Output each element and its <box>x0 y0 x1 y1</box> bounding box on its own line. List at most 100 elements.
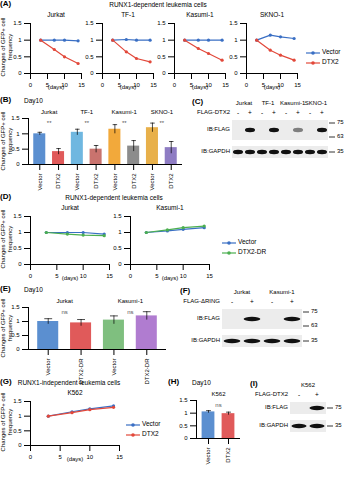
svg-text:DTX2: DTX2 <box>55 173 61 189</box>
svg-text:(days): (days) <box>120 84 137 90</box>
svg-text:K562: K562 <box>211 391 226 397</box>
svg-text:0.5: 0.5 <box>179 423 188 429</box>
svg-text:Vector: Vector <box>74 174 80 191</box>
svg-text:0: 0 <box>184 435 188 441</box>
svg-text:0: 0 <box>18 261 22 267</box>
svg-text:1: 1 <box>234 37 238 43</box>
svg-text:Vector: Vector <box>112 174 118 191</box>
svg-text:0: 0 <box>118 261 122 267</box>
svg-text:1: 1 <box>16 131 20 137</box>
svg-text:1.5: 1.5 <box>157 20 166 26</box>
svg-text:0.5: 0.5 <box>13 428 22 434</box>
svg-text:Vector: Vector <box>149 174 155 191</box>
html-text:(B): (B) <box>0 95 12 104</box>
svg-text:0: 0 <box>173 82 177 88</box>
svg-text:1: 1 <box>118 229 122 235</box>
svg-text:5: 5 <box>58 454 62 460</box>
svg-text:1.5: 1.5 <box>229 20 238 26</box>
svg-text:1: 1 <box>162 37 166 43</box>
svg-text:1.5: 1.5 <box>113 213 122 219</box>
svg-text:5: 5 <box>155 273 159 279</box>
svg-text:15: 15 <box>206 273 213 279</box>
svg-text:(days): (days) <box>162 275 179 281</box>
html-text:Changes of GFP+ cell frequency: Changes of GFP+ cell frequency <box>0 17 13 77</box>
svg-text:0: 0 <box>29 273 33 279</box>
svg-text:DTX2: DTX2 <box>131 173 137 189</box>
svg-text:**: ** <box>84 120 89 126</box>
svg-text:Vector: Vector <box>37 174 43 191</box>
svg-text:0: 0 <box>18 442 22 448</box>
svg-text:**: ** <box>160 120 165 126</box>
svg-text:0: 0 <box>18 70 22 76</box>
html-text:Changes of GFP+ cell frequency: Changes of GFP+ cell frequency <box>0 298 13 358</box>
html-text:Changes of GFP+ cell frequency: Changes of GFP+ cell frequency <box>0 209 13 269</box>
svg-text:**: ** <box>122 120 127 126</box>
svg-text:(days): (days) <box>264 84 281 90</box>
svg-text:1.5: 1.5 <box>13 20 22 26</box>
svg-text:0.5: 0.5 <box>229 54 238 60</box>
svg-text:1.5: 1.5 <box>11 115 20 121</box>
svg-text:Jurkat: Jurkat <box>56 298 73 304</box>
svg-text:0: 0 <box>245 82 249 88</box>
svg-text:1: 1 <box>18 37 22 43</box>
svg-text:0: 0 <box>29 454 33 460</box>
svg-text:1: 1 <box>16 318 20 324</box>
svg-text:15: 15 <box>106 273 113 279</box>
svg-text:ns: ns <box>215 402 221 408</box>
svg-text:ns: ns <box>61 309 67 315</box>
svg-text:0: 0 <box>16 161 20 167</box>
svg-text:Jurkat: Jurkat <box>41 109 58 115</box>
svg-text:10: 10 <box>80 273 87 279</box>
svg-text:0.5: 0.5 <box>85 54 94 60</box>
svg-text:Vector: Vector <box>205 448 211 465</box>
svg-text:1: 1 <box>18 229 22 235</box>
svg-text:1.5: 1.5 <box>179 397 188 403</box>
svg-text:0.5: 0.5 <box>13 54 22 60</box>
svg-text:Kasumi-1: Kasumi-1 <box>118 298 144 304</box>
svg-text:SKNO-1: SKNO-1 <box>151 109 174 115</box>
svg-text:15: 15 <box>294 82 301 88</box>
svg-text:Vector: Vector <box>45 359 51 376</box>
svg-text:15: 15 <box>78 82 85 88</box>
svg-text:0: 0 <box>29 82 33 88</box>
svg-text:0: 0 <box>101 82 105 88</box>
svg-text:15: 15 <box>222 82 229 88</box>
svg-text:DTX2: DTX2 <box>225 447 231 463</box>
svg-text:DTX2-DR: DTX2-DR <box>144 358 150 385</box>
svg-text:0.5: 0.5 <box>157 54 166 60</box>
svg-text:(days): (days) <box>48 84 65 90</box>
svg-text:(days): (days) <box>67 456 84 462</box>
svg-text:DTX2: DTX2 <box>93 173 99 189</box>
svg-text:Kasumi-1: Kasumi-1 <box>112 109 138 115</box>
svg-text:**: ** <box>47 120 52 126</box>
svg-text:DTX2: DTX2 <box>168 173 174 189</box>
svg-text:0: 0 <box>162 70 166 76</box>
svg-text:0: 0 <box>90 70 94 76</box>
svg-text:0: 0 <box>16 346 20 352</box>
svg-text:0.5: 0.5 <box>11 332 20 338</box>
svg-text:10: 10 <box>180 273 187 279</box>
svg-text:TF-1: TF-1 <box>80 109 93 115</box>
svg-text:1.5: 1.5 <box>11 304 20 310</box>
svg-text:1.5: 1.5 <box>13 213 22 219</box>
svg-text:15: 15 <box>150 82 157 88</box>
svg-text:0: 0 <box>234 70 238 76</box>
svg-text:(days): (days) <box>62 275 79 281</box>
svg-text:15: 15 <box>116 454 123 460</box>
svg-text:(days): (days) <box>192 84 209 90</box>
svg-text:10: 10 <box>86 454 93 460</box>
svg-text:5: 5 <box>55 273 59 279</box>
svg-text:0.5: 0.5 <box>113 245 122 251</box>
html-text:Changes of GFP+ cell frequency: Changes of GFP+ cell frequency <box>0 392 13 452</box>
svg-text:ns: ns <box>127 309 133 315</box>
svg-text:0: 0 <box>129 273 133 279</box>
svg-text:Vector: Vector <box>111 359 117 376</box>
svg-text:0.5: 0.5 <box>11 146 20 152</box>
svg-text:0.5: 0.5 <box>13 245 22 251</box>
svg-text:1.5: 1.5 <box>85 20 94 26</box>
svg-text:1: 1 <box>18 413 22 419</box>
svg-text:1.5: 1.5 <box>13 398 22 404</box>
svg-text:1: 1 <box>184 410 188 416</box>
html-text:Changes of GFP+ cell frequency: Changes of GFP+ cell frequency <box>0 111 13 171</box>
svg-text:1: 1 <box>90 37 94 43</box>
